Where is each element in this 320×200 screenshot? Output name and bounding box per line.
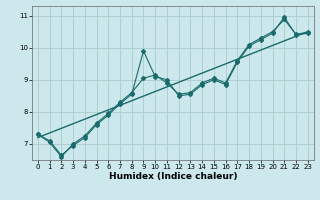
X-axis label: Humidex (Indice chaleur): Humidex (Indice chaleur) [108, 172, 237, 181]
